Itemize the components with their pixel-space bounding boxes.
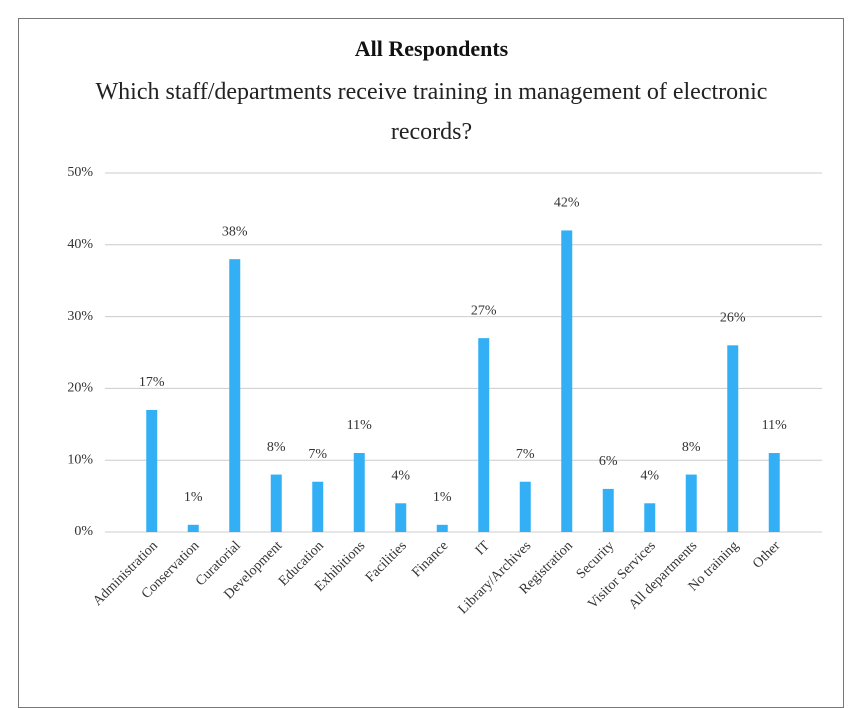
bar [727, 345, 739, 532]
bar [353, 453, 365, 532]
bar [478, 338, 490, 532]
data-label: 11% [762, 418, 787, 433]
data-label: 1% [433, 490, 452, 505]
data-label: 4% [640, 468, 659, 483]
bar [436, 524, 448, 532]
data-label: 8% [682, 440, 701, 455]
data-label: 1% [184, 490, 203, 505]
data-label: 6% [599, 454, 618, 469]
data-label: 42% [554, 196, 580, 211]
x-tick-label: Other [750, 538, 783, 571]
chart-title: All Respondents [354, 36, 509, 61]
data-label: 11% [347, 418, 372, 433]
bar [187, 524, 199, 532]
data-label: 8% [267, 440, 286, 455]
y-tick-label: 10% [67, 452, 93, 467]
data-label: 7% [308, 447, 327, 462]
y-tick-label: 30% [67, 309, 93, 324]
bar [602, 488, 614, 532]
bar [519, 481, 531, 532]
bar [685, 474, 697, 532]
y-tick-label: 20% [67, 381, 93, 396]
bar [561, 230, 573, 532]
bar [229, 259, 241, 532]
bar [270, 474, 282, 532]
bar [768, 453, 780, 532]
data-label: 26% [720, 311, 746, 326]
bar [395, 503, 407, 532]
x-tick-label: Facilities [363, 538, 410, 585]
y-tick-label: 0% [74, 524, 93, 539]
bar [644, 503, 656, 532]
data-label: 4% [391, 468, 410, 483]
y-tick-label: 50% [67, 165, 93, 180]
data-label: 7% [516, 447, 535, 462]
x-tick-label: Finance [409, 538, 451, 580]
data-label: 17% [139, 375, 165, 390]
data-label: 38% [222, 224, 248, 239]
x-tick-label: IT [473, 538, 493, 558]
bar [146, 409, 158, 532]
data-label: 27% [471, 303, 497, 318]
bar [312, 481, 324, 532]
x-tick-label: Library/Archives [456, 538, 535, 617]
chart-subtitle: Which staff/departments receive training… [95, 79, 768, 145]
y-tick-label: 40% [67, 237, 93, 252]
